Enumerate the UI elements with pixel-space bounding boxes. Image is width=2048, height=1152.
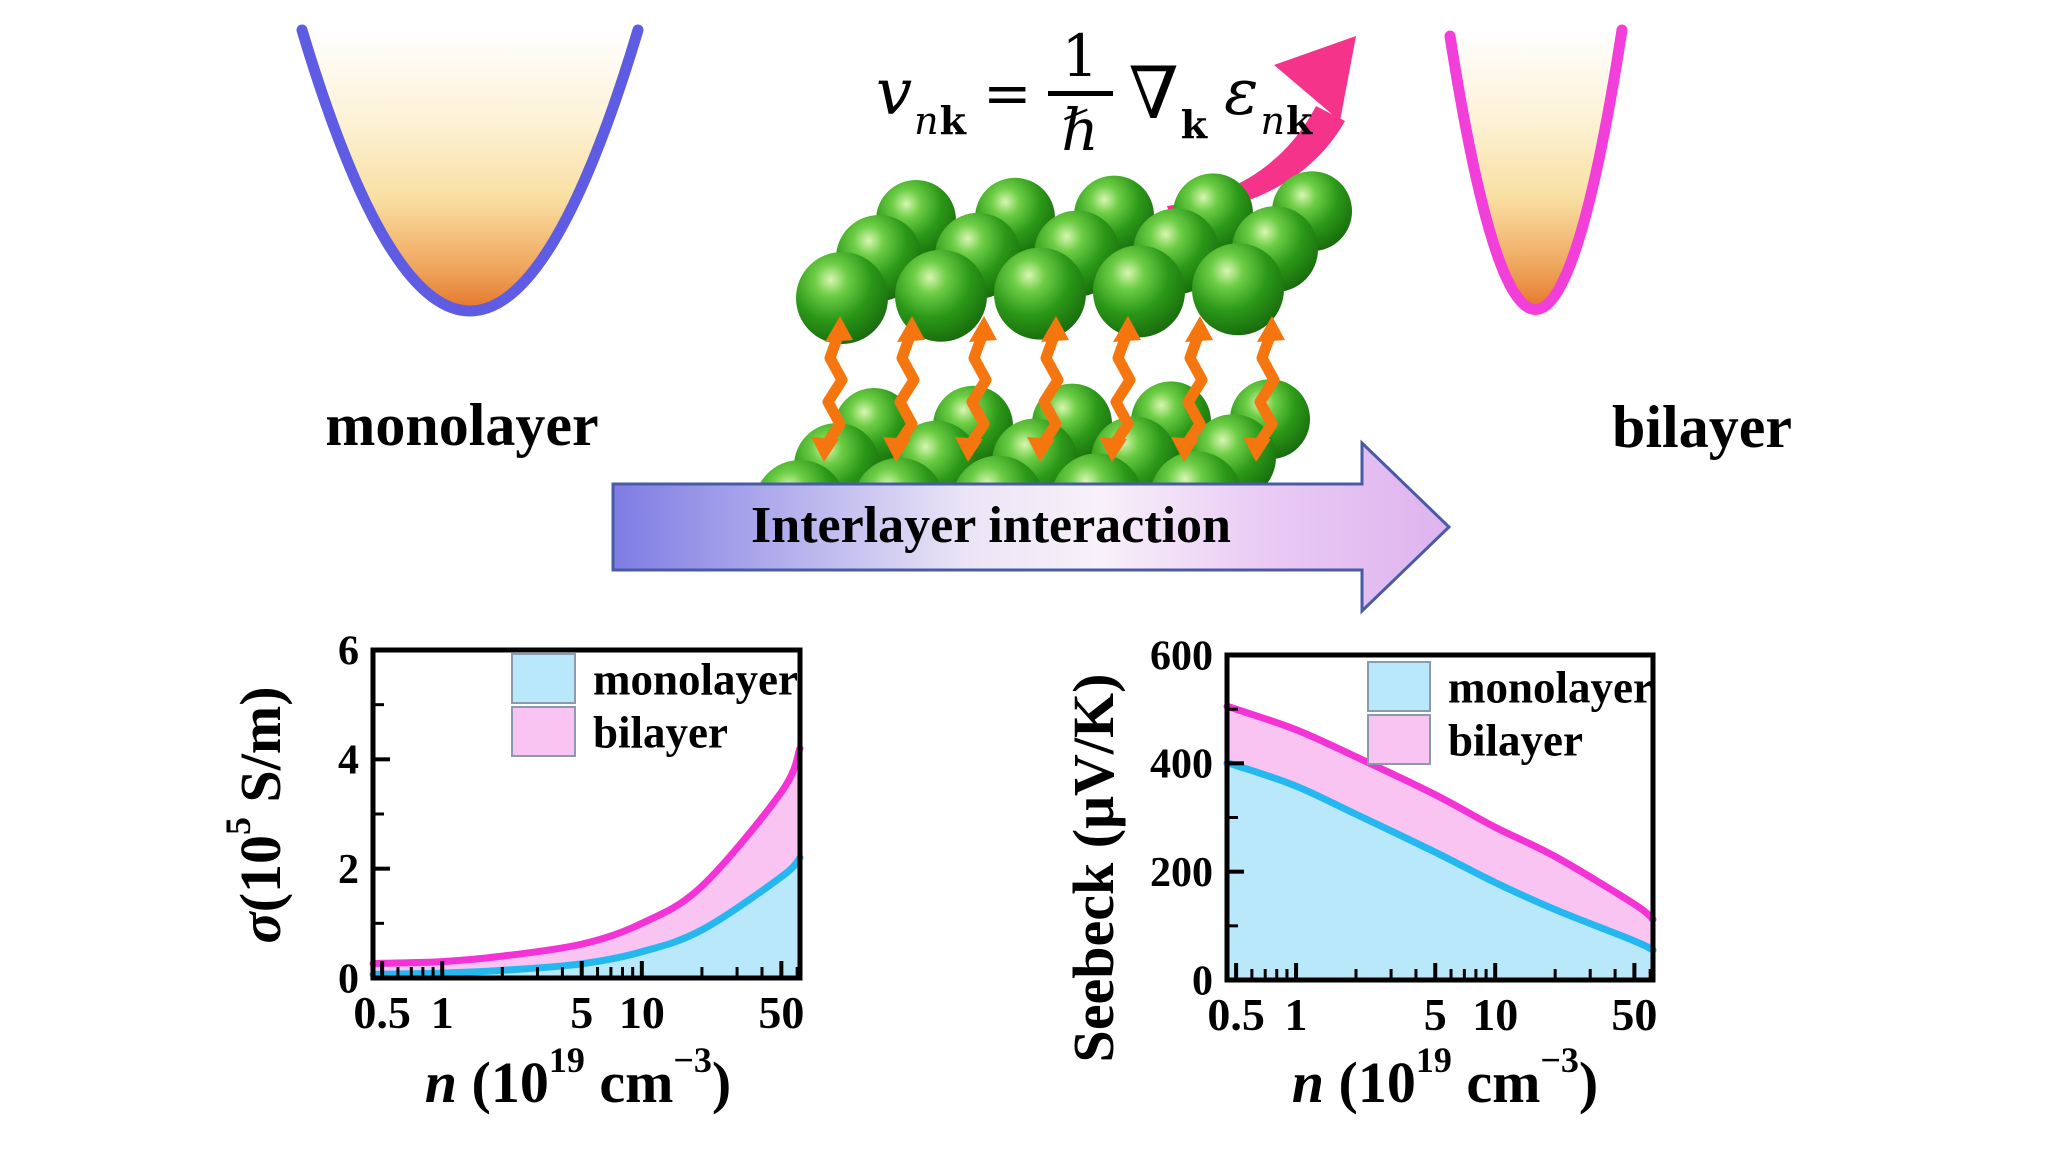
- y-tick-label: 6: [338, 628, 359, 674]
- legend-swatch-bilayer: [1367, 714, 1431, 765]
- x-axis-label: n (1019 cm−3): [1292, 1040, 1599, 1115]
- bond-zigzag: [1182, 330, 1208, 448]
- legend-label-monolayer: monolayer: [593, 654, 798, 704]
- x-tick-label: 50: [758, 987, 804, 1038]
- bond-zigzag: [1254, 330, 1280, 448]
- plot-frame: [1224, 652, 1656, 983]
- x-tick-label: 0.5: [1207, 989, 1265, 1040]
- legend-swatch-monolayer: [1367, 661, 1431, 712]
- monolayer-band-curve: [296, 24, 644, 317]
- y-tick-label: 4: [338, 738, 359, 784]
- y-axis-label: σ(105 S/m): [218, 686, 293, 943]
- eq-inverse-hbar-fraction: 1 ℏ: [1047, 26, 1113, 164]
- bond-arrowhead-down: [955, 437, 983, 462]
- bond-zigzag: [894, 330, 920, 448]
- legend-label-bilayer: bilayer: [593, 707, 728, 757]
- atom-sphere: [796, 252, 888, 344]
- monolayer-label: monolayer: [325, 392, 599, 458]
- bilayer-band-curve: [1444, 24, 1628, 315]
- interlayer-bond-arrows: [811, 316, 1285, 462]
- eq-energy-term: εnk: [1224, 56, 1314, 144]
- bond-zigzag: [822, 330, 848, 448]
- monolayer-curve: [1223, 759, 1657, 954]
- eq-velocity-term: vnk: [876, 56, 967, 144]
- atom-sphere: [994, 247, 1086, 340]
- bond-zigzag: [966, 330, 992, 448]
- bond-arrowhead-down: [811, 437, 839, 462]
- bond-arrowhead-up: [1041, 316, 1069, 342]
- bond-arrowhead-up: [1185, 316, 1213, 342]
- bond-arrowhead-down: [1171, 437, 1199, 462]
- bond-double-arrow: [811, 316, 853, 462]
- y-tick-label: 200: [1150, 850, 1213, 896]
- bilayer-area: [373, 748, 800, 978]
- bond-zigzag: [1110, 330, 1136, 448]
- axis-ticks: [1229, 653, 1652, 982]
- legend-label-monolayer: monolayer: [1448, 662, 1653, 712]
- bond-arrowhead-down: [1243, 437, 1271, 462]
- bond-arrowhead-up: [1257, 316, 1285, 342]
- y-tick-label: 0: [1192, 958, 1213, 1004]
- x-tick-label: 10: [619, 987, 665, 1038]
- legend-swatch-bilayer: [511, 706, 576, 757]
- bilayer-curve: [1223, 702, 1657, 923]
- x-tick-label: 50: [1611, 989, 1657, 1040]
- y-tick-label: 2: [338, 847, 359, 893]
- legend-label-bilayer: bilayer: [1448, 715, 1583, 765]
- bond-arrowhead-up: [1113, 316, 1141, 342]
- swoosh-arrow-tail: [1167, 106, 1345, 215]
- bond-arrowhead-down: [1099, 437, 1127, 462]
- x-tick-label: 1: [1285, 989, 1308, 1040]
- x-tick-label: 10: [1472, 989, 1518, 1040]
- x-tick-label: 0.5: [353, 987, 411, 1038]
- bond-arrowhead-up: [969, 316, 997, 342]
- swoosh-arrow-head: [1274, 36, 1356, 121]
- y-tick-label: 0: [338, 956, 359, 1002]
- bond-double-arrow: [1027, 316, 1069, 462]
- bilayer-band-parabola: [1444, 24, 1628, 315]
- bilayer-label: bilayer: [1612, 394, 1792, 460]
- eq-hbar: ℏ: [1061, 95, 1099, 164]
- interlayer-interaction-label: Interlayer interaction: [751, 497, 1231, 554]
- atom-sphere: [1093, 245, 1185, 338]
- eq-equals-sign: =: [982, 59, 1032, 128]
- bond-double-arrow: [1171, 316, 1213, 462]
- conductivity-chart: 0 2 4 6 0.5 1 5 10 50 σ(105 S/m) n (1019 cm−3) mono…: [218, 628, 805, 1115]
- top-atom-layer: [796, 171, 1352, 344]
- bond-arrowhead-down: [883, 437, 911, 462]
- monolayer-area: [1227, 763, 1653, 980]
- legend-swatch-monolayer: [511, 653, 576, 704]
- bond-arrowhead-down: [1027, 437, 1055, 462]
- monolayer-area: [373, 857, 800, 978]
- eq-nabla-term: ∇k: [1128, 51, 1209, 148]
- bond-double-arrow: [1243, 316, 1285, 462]
- bond-arrowhead-up: [897, 316, 925, 342]
- x-tick-label: 1: [431, 987, 454, 1038]
- bond-double-arrow: [1099, 316, 1141, 462]
- interlayer-interaction-arrow: [611, 439, 1452, 615]
- x-axis-label: n (1019 cm−3): [425, 1040, 732, 1115]
- y-axis-label: Seebeck (μV/K): [1061, 674, 1126, 1063]
- bond-double-arrow: [955, 316, 997, 462]
- atom-sphere: [1192, 243, 1284, 336]
- bond-double-arrow: [883, 316, 925, 462]
- bilayer-curve: [369, 744, 804, 968]
- group-velocity-equation: vnk = 1 ℏ ∇k εnk: [876, 26, 1313, 161]
- y-tick-label: 400: [1150, 742, 1213, 788]
- x-tick-label: 5: [1424, 989, 1447, 1040]
- atom-sphere: [895, 249, 987, 342]
- plot-frame: [370, 647, 803, 981]
- x-tick-label: 5: [570, 987, 593, 1038]
- y-tick-label: 600: [1150, 633, 1213, 679]
- eq-numerator: 1: [1047, 26, 1113, 96]
- bond-zigzag: [1038, 330, 1064, 448]
- swoosh-arrow: [1167, 36, 1356, 215]
- bond-arrowhead-up: [825, 316, 853, 342]
- seebeck-chart: 0 200 400 600 0.5 1 5 10 50 Seebeck (μV/K) n (1019…: [1061, 633, 1657, 1115]
- monolayer-band-parabola: [296, 24, 644, 317]
